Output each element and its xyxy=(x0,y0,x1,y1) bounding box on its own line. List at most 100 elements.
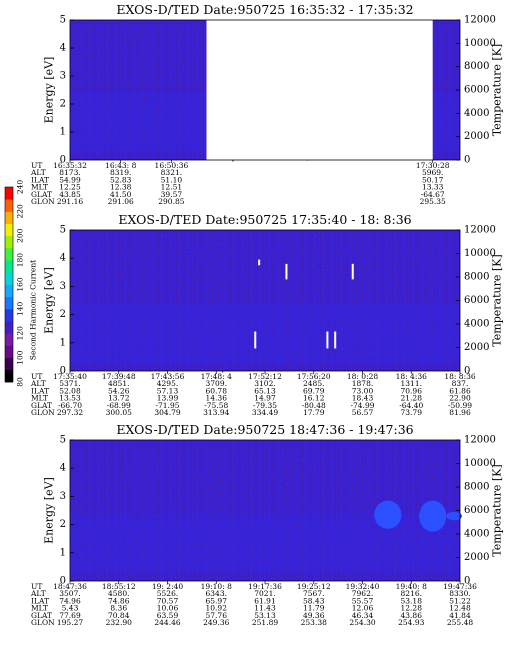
ephemeris-value: -64.40 xyxy=(399,401,423,410)
spectrogram-speckle xyxy=(294,453,296,456)
ephemeris-value: 55.57 xyxy=(352,596,374,605)
spectrogram-speckle xyxy=(363,563,365,566)
ephemeris-value: 19:17:36 xyxy=(248,582,282,591)
spectrogram-speckle xyxy=(82,119,84,122)
ephemeris-row-label: UT xyxy=(31,372,42,381)
ephemeris-value: 17:30:28 xyxy=(416,161,450,170)
spectrogram-speckle xyxy=(301,261,303,263)
spectrogram-speckle xyxy=(234,578,236,580)
spectrogram-speckle xyxy=(433,361,435,364)
spectrogram-speckle xyxy=(154,347,156,349)
spectrogram-speckle xyxy=(444,441,446,444)
spectrogram-speckle xyxy=(333,495,335,497)
spectrogram-speckle xyxy=(156,468,158,471)
spectrogram-speckle xyxy=(176,316,179,319)
spectrogram-speckle xyxy=(277,323,279,325)
spectrogram-speckle xyxy=(228,507,230,509)
spectrogram-speckle xyxy=(288,360,290,363)
spectrogram-speckle xyxy=(122,233,124,235)
ephemeris-value: 3102. xyxy=(254,379,275,388)
spectrogram-speckle xyxy=(274,444,276,447)
y-tick-label: 3 xyxy=(60,491,66,502)
spectrogram-speckle xyxy=(441,36,443,38)
spectrogram-speckle xyxy=(199,48,201,51)
ephemeris-value: 8173. xyxy=(59,168,80,177)
ephemeris-value: 60.78 xyxy=(206,386,228,395)
spectrogram-speckle xyxy=(80,498,82,501)
ephemeris-value: 18: 8:36 xyxy=(444,372,476,381)
spectrogram-speckle xyxy=(455,460,457,463)
spectrogram-speckle xyxy=(286,355,289,358)
spectrogram-speckle xyxy=(302,476,304,479)
spectrogram-speckle xyxy=(236,461,238,463)
intensity-patch xyxy=(374,500,402,529)
y2-tick-label: 8000 xyxy=(464,272,489,283)
spectrogram-speckle xyxy=(311,503,313,506)
spectrogram-speckle xyxy=(219,479,222,482)
ephemeris-value: 16:35:32 xyxy=(53,161,87,170)
ephemeris-value: 12.51 xyxy=(161,183,182,192)
spectrogram-speckle xyxy=(443,549,446,552)
y2-tick-label: 8000 xyxy=(464,482,489,493)
ephemeris-value: 69.79 xyxy=(303,386,325,395)
y2-tick-label: 4000 xyxy=(464,319,489,330)
ephemeris-value: 232.90 xyxy=(106,618,132,627)
spectrogram-speckle xyxy=(416,552,418,554)
spectrogram-speckle xyxy=(157,476,159,479)
spectrogram-speckle xyxy=(457,245,459,247)
ephemeris-value: 5526. xyxy=(157,589,178,598)
ephemeris-value: 313.94 xyxy=(203,408,229,417)
ephemeris-value: 8319. xyxy=(110,168,131,177)
spectrogram-speckle xyxy=(352,522,355,525)
spectrogram-speckle xyxy=(447,281,449,283)
spectrogram-speckle xyxy=(404,269,407,271)
spectrogram-speckle xyxy=(186,310,188,312)
y-tick-label: 2 xyxy=(60,519,66,530)
spectrogram-speckle xyxy=(435,42,437,45)
panel-title: EXOS-D/TED Date:950725 17:35:40 - 18: 8:… xyxy=(118,212,411,227)
spectrogram-speckle xyxy=(396,247,398,250)
ephemeris-value: 17:39:48 xyxy=(102,372,136,381)
ephemeris-value: 19:47:36 xyxy=(443,582,477,591)
panels: EXOS-D/TED Date:950725 16:35:32 - 17:35:… xyxy=(30,2,504,627)
spectrogram-speckle xyxy=(257,241,259,244)
ephemeris-value: 81.96 xyxy=(449,408,471,417)
ephemeris-value: 1311. xyxy=(401,379,422,388)
ephemeris-value: 7962. xyxy=(352,589,373,598)
intensity-streak xyxy=(254,331,257,349)
y-tick-label: 1 xyxy=(60,337,66,348)
y2-tick-label: 2000 xyxy=(464,342,489,353)
colorbar-tick-label: 200 xyxy=(16,228,25,243)
spectrogram-speckle xyxy=(274,314,276,317)
ephemeris-value: 3507. xyxy=(59,589,80,598)
spectrogram-speckle xyxy=(234,299,236,301)
spectrogram-speckle xyxy=(326,349,328,352)
spectrogram-speckle xyxy=(385,543,387,545)
colorbar-segment xyxy=(5,211,13,224)
spectrogram-speckle xyxy=(161,453,163,456)
spectrogram-speckle xyxy=(126,458,128,461)
spectrogram-speckle xyxy=(184,255,186,257)
ephemeris-value: -74.99 xyxy=(350,401,374,410)
y-tick-label: 3 xyxy=(60,281,66,292)
spectrogram-speckle xyxy=(447,447,449,450)
y2-tick-label: 12000 xyxy=(464,435,496,446)
ephemeris-value: 61.91 xyxy=(254,596,275,605)
spectrogram-speckle xyxy=(343,499,345,501)
spectrogram-speckle xyxy=(190,271,193,274)
spectrogram-speckle xyxy=(285,469,288,471)
spectrogram-speckle xyxy=(117,304,119,307)
spectrogram-speckle xyxy=(409,273,411,275)
spectrogram-speckle xyxy=(266,561,268,564)
colorbar-tick-label: 100 xyxy=(16,350,25,365)
spectrogram-speckle xyxy=(117,570,119,573)
ephemeris-value: 297.32 xyxy=(57,408,83,417)
ephemeris-value: 334.49 xyxy=(252,408,278,417)
ephemeris-value: 2485. xyxy=(303,379,324,388)
spectrogram-speckle xyxy=(184,251,186,253)
spectrogram-speckle xyxy=(97,333,99,336)
spectrogram-speckle xyxy=(311,453,313,456)
spectrogram-speckle xyxy=(284,527,286,529)
spectrogram-speckle xyxy=(303,303,305,305)
spectrogram-speckle xyxy=(79,73,81,75)
